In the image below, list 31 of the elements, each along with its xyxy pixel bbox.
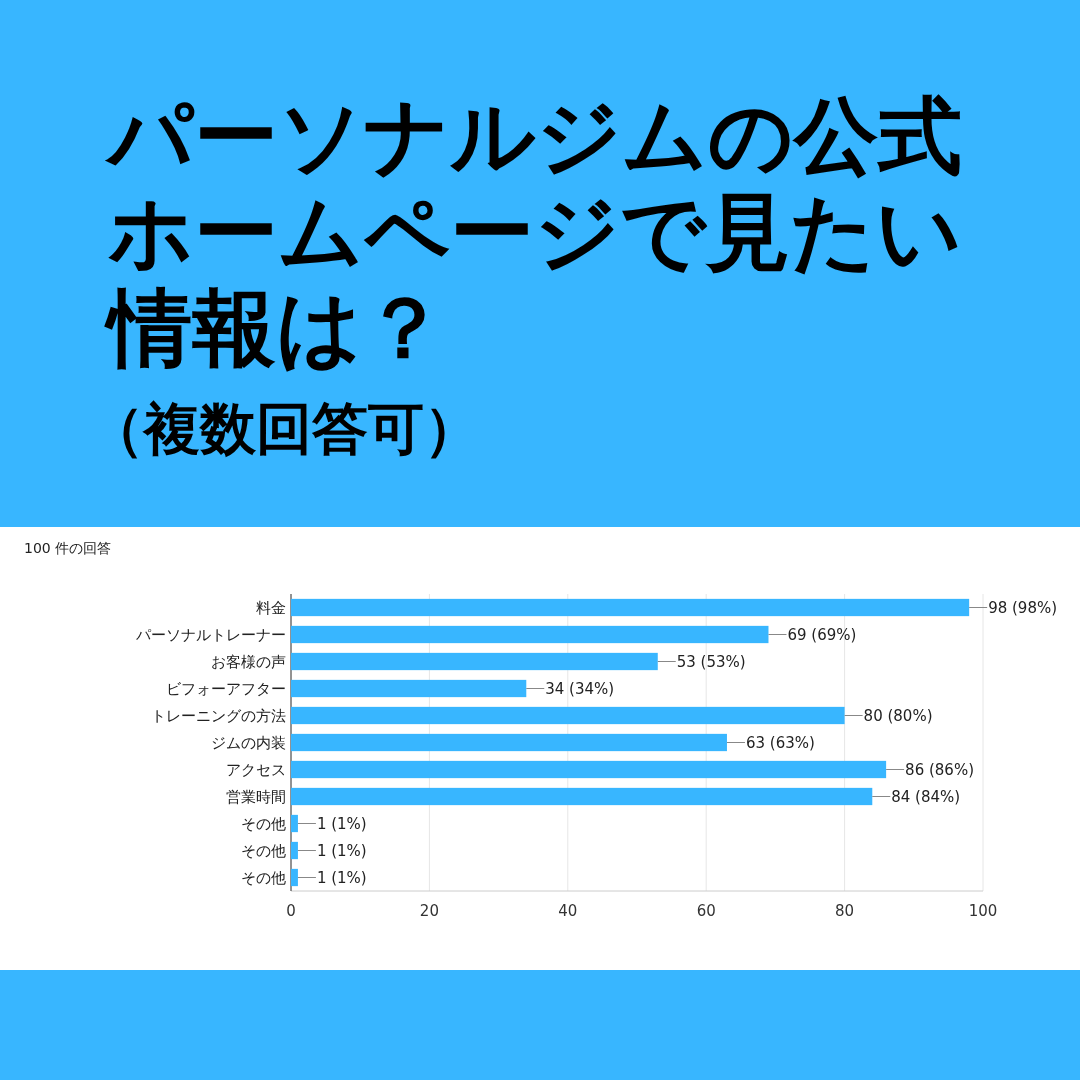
x-tick-label: 100 bbox=[968, 902, 998, 920]
y-tick-label: その他 bbox=[241, 841, 286, 860]
data-label: 86 (86%) bbox=[905, 760, 975, 779]
x-tick-label: 80 bbox=[835, 902, 855, 920]
data-label: 63 (63%) bbox=[745, 733, 815, 752]
x-tick-label: 60 bbox=[696, 902, 716, 920]
chart-title: パーソナルジムの公式ホームページで見たい情報は？ bbox=[104, 87, 962, 377]
y-tick-label: その他 bbox=[241, 814, 286, 833]
chart-subtitle: （複数回答可） bbox=[88, 396, 480, 461]
data-label: 98 (98%) bbox=[988, 598, 1058, 617]
y-tick-label: アクセス bbox=[226, 760, 286, 779]
data-label: 69 (69%) bbox=[787, 625, 857, 644]
y-tick-label: お客様の声 bbox=[211, 652, 286, 671]
y-tick-label: 営業時間 bbox=[226, 787, 286, 806]
data-label: 80 (80%) bbox=[863, 706, 933, 725]
data-label: 1 (1%) bbox=[316, 814, 367, 833]
data-label: 53 (53%) bbox=[676, 652, 746, 671]
text: 100 件の回答 bbox=[24, 540, 112, 556]
data-label: 1 (1%) bbox=[316, 841, 367, 860]
y-tick-label: その他 bbox=[241, 868, 286, 887]
y-tick-label: ジムの内装 bbox=[211, 733, 286, 752]
x-tick-label: 0 bbox=[286, 902, 296, 920]
y-tick-label: トレーニングの方法 bbox=[151, 706, 286, 725]
x-tick-label: 40 bbox=[558, 902, 578, 920]
data-label: 34 (34%) bbox=[545, 679, 615, 698]
data-label: 1 (1%) bbox=[316, 868, 367, 887]
data-label: 84 (84%) bbox=[891, 787, 961, 806]
y-tick-label: パーソナルトレーナー bbox=[135, 625, 286, 644]
y-tick-label: 料金 bbox=[256, 598, 286, 617]
y-tick-label: ビフォーアフター bbox=[166, 679, 286, 698]
x-tick-label: 20 bbox=[419, 902, 439, 920]
